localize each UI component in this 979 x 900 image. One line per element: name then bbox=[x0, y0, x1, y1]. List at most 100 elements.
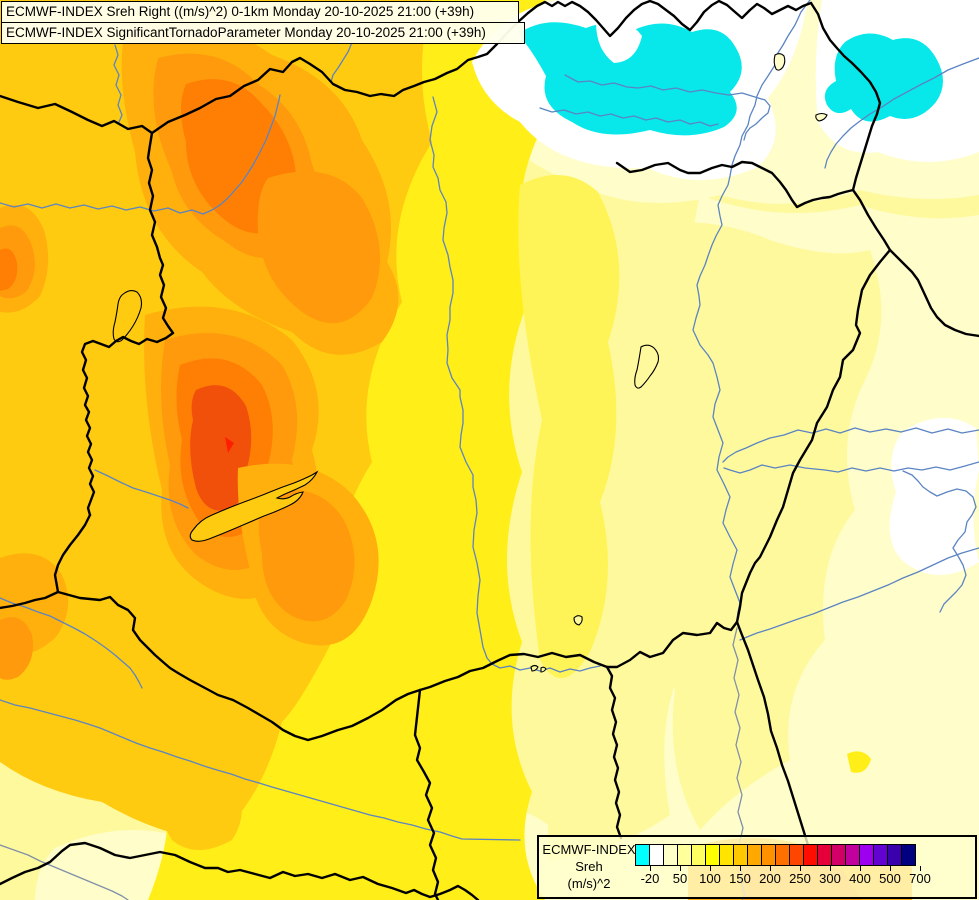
field-red-dot bbox=[225, 437, 234, 453]
border-croatia-bosnia bbox=[0, 841, 480, 900]
colorbar-cell-13 bbox=[817, 844, 832, 866]
colorbar-label-250: 250 bbox=[789, 871, 811, 886]
field-paledeep-band bbox=[518, 175, 620, 679]
colorbar-label-400: 400 bbox=[849, 871, 871, 886]
colorbar-cell-11 bbox=[789, 844, 804, 866]
field-cyan-main bbox=[518, 22, 742, 136]
field-white-right bbox=[889, 417, 979, 575]
colorbar-cell-19 bbox=[901, 844, 916, 866]
colorbar-cell-3 bbox=[677, 844, 692, 866]
colorbar-cell-18 bbox=[887, 844, 902, 866]
field-orange-central bbox=[257, 171, 380, 324]
field-yellow-spot-e bbox=[847, 751, 871, 773]
legend-title-unit: (m/s)^2 bbox=[567, 876, 611, 891]
border-slovenia-stub bbox=[0, 590, 60, 610]
river-mura bbox=[0, 597, 143, 689]
colorbar-label-50: 50 bbox=[672, 871, 688, 886]
border-hungary-croatia bbox=[53, 513, 609, 742]
border-czech-austria bbox=[0, 94, 154, 135]
border-hungary-ukraine bbox=[851, 188, 892, 252]
border-hungary-slovakia bbox=[615, 160, 855, 209]
border-serbia-croatia-south bbox=[413, 688, 440, 900]
colorbar-label-700: 700 bbox=[909, 871, 931, 886]
legend-title-model: ECMWF-INDEX bbox=[542, 842, 636, 857]
colorbar-tick-250 bbox=[800, 866, 801, 871]
border-slovakia-ukraine bbox=[809, 1, 882, 192]
colorbar-tick-500 bbox=[890, 866, 891, 871]
colorbar-cell-5 bbox=[705, 844, 720, 866]
colorbar-cell-4 bbox=[691, 844, 706, 866]
colorbar-cell-6 bbox=[719, 844, 734, 866]
river-danube-stub bbox=[330, 39, 354, 83]
legend-box: ECMWF-INDEX Sreh (m/s)^2 -20 50 100 150 200 2… bbox=[537, 835, 977, 899]
river-ne bbox=[824, 57, 979, 169]
river-drava bbox=[0, 699, 521, 841]
river-slovakia2 bbox=[539, 107, 719, 127]
field-cream-spot-se bbox=[854, 690, 960, 790]
field-rorange-west bbox=[190, 385, 252, 511]
lake-balaton bbox=[189, 470, 319, 542]
river-danube bbox=[429, 96, 601, 673]
lake-small-ne2 bbox=[815, 112, 828, 122]
colorbar-tick-400 bbox=[860, 866, 861, 871]
colorbar-cell-1 bbox=[649, 844, 664, 866]
river-sava bbox=[0, 844, 129, 900]
lake-ferto bbox=[112, 289, 143, 343]
colorbar-cell-16 bbox=[859, 844, 874, 866]
colorbar-cell-17 bbox=[873, 844, 888, 866]
colorbar-cell-9 bbox=[761, 844, 776, 866]
field-pale-over-east bbox=[617, 222, 882, 830]
colorbar-tick-700 bbox=[920, 866, 921, 871]
colorbar-tick-300 bbox=[830, 866, 831, 871]
colorbar-tick-200 bbox=[770, 866, 771, 871]
river-morava-small bbox=[113, 44, 123, 123]
border-croatia-serbia bbox=[605, 665, 623, 840]
lake-small-danube2 bbox=[540, 666, 547, 673]
colorbar-label-100: 100 bbox=[699, 871, 721, 886]
map-title-sreh: ECMWF-INDEX Sreh Right ((m/s)^2) 0-1km M… bbox=[1, 1, 519, 23]
border-hungary-romania bbox=[735, 248, 892, 624]
river-slovakia1 bbox=[564, 74, 771, 141]
lake-small-danube1 bbox=[530, 664, 539, 672]
field-cyan-ne bbox=[824, 33, 943, 122]
colorbar-cell-2 bbox=[663, 844, 678, 866]
colorbar-tick-150 bbox=[740, 866, 741, 871]
border-austria-hungary-west bbox=[80, 131, 175, 517]
colorbar-cell-10 bbox=[775, 844, 790, 866]
colorbar-label-200: 200 bbox=[759, 871, 781, 886]
colorbar-tick--20 bbox=[650, 866, 651, 871]
border-hungary-serbia bbox=[605, 620, 739, 669]
colorbar-tick-100 bbox=[710, 866, 711, 871]
legend-title-param: Sreh bbox=[575, 859, 603, 874]
river-zala bbox=[94, 469, 189, 509]
river-koros bbox=[722, 427, 979, 463]
field-orange-left2 bbox=[0, 617, 34, 680]
lake-tisza bbox=[634, 344, 660, 389]
border-ukraine-romania bbox=[888, 248, 979, 338]
lake-small-tisza bbox=[573, 615, 583, 626]
colorbar-label-150: 150 bbox=[729, 871, 751, 886]
lake-small-ne1 bbox=[773, 53, 786, 71]
colorbar-label-500: 500 bbox=[879, 871, 901, 886]
colorbar-cell-7 bbox=[733, 844, 748, 866]
river-raba bbox=[0, 94, 281, 215]
colorbar-cell-8 bbox=[747, 844, 762, 866]
river-koros2 bbox=[723, 461, 979, 474]
border-north bbox=[150, 0, 813, 135]
river-koros-loop bbox=[902, 470, 977, 613]
field-dorange-left1 bbox=[0, 248, 18, 291]
colorbar bbox=[635, 844, 916, 866]
colorbar-cell-15 bbox=[845, 844, 860, 866]
colorbar-label--20: -20 bbox=[640, 871, 660, 886]
field-white-notch bbox=[596, 19, 642, 63]
map-title-tornado-parameter: ECMWF-INDEX SignificantTornadoParameter … bbox=[1, 22, 525, 44]
colorbar-label-300: 300 bbox=[819, 871, 841, 886]
river-maros bbox=[739, 547, 979, 641]
legend-title: ECMWF-INDEX Sreh (m/s)^2 bbox=[539, 841, 639, 892]
border-serbia-romania bbox=[735, 620, 810, 847]
colorbar-cell-12 bbox=[803, 844, 818, 866]
colorbar-cell-14 bbox=[831, 844, 846, 866]
colorbar-cell-0 bbox=[635, 844, 650, 866]
